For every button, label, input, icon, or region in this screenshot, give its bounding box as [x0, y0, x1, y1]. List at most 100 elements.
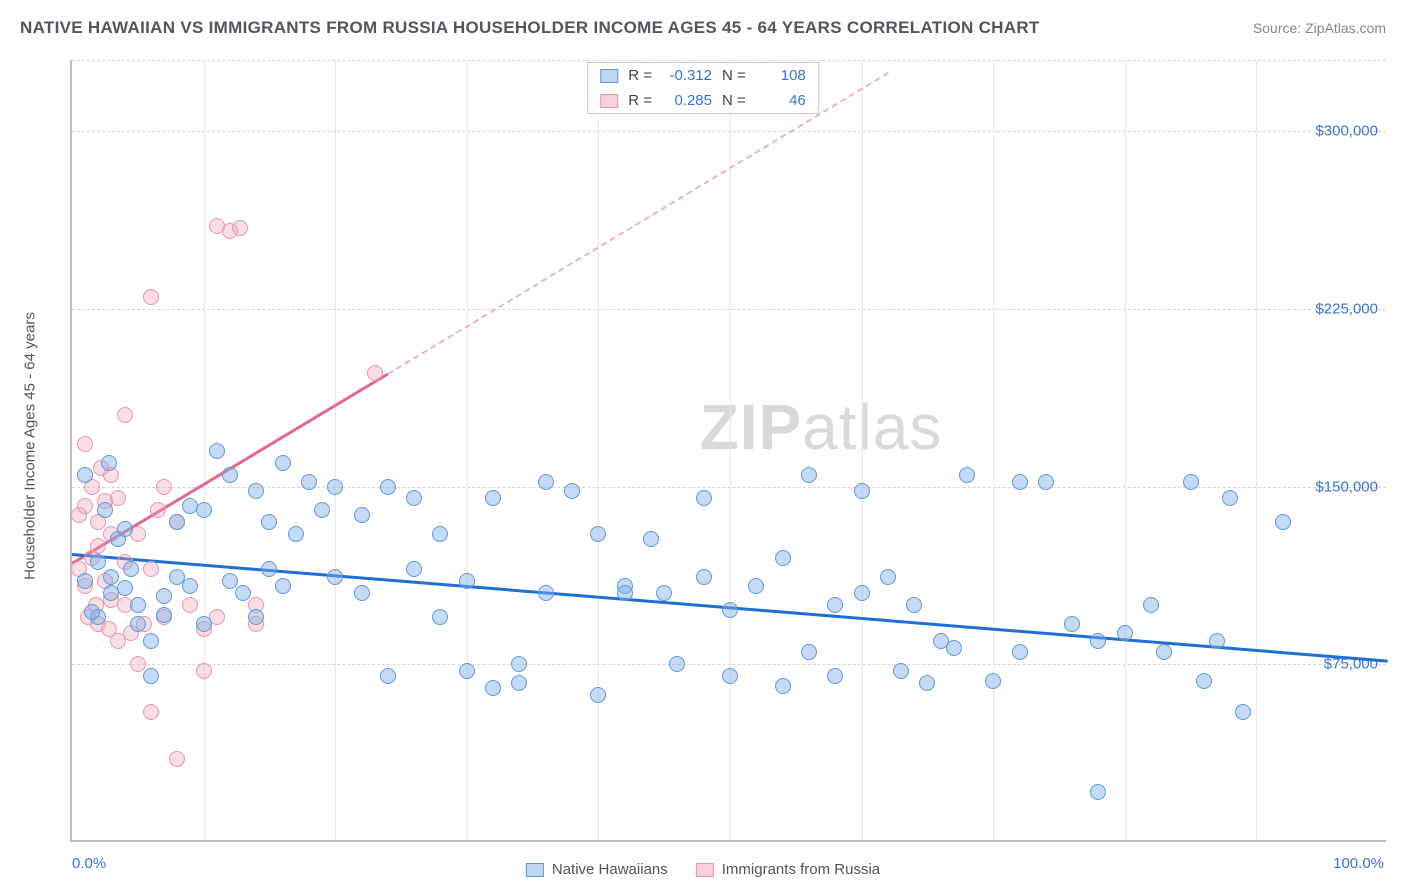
data-point [367, 365, 383, 381]
gridline-v [335, 60, 336, 840]
y-axis-title: Householder Income Ages 45 - 64 years [22, 312, 39, 580]
gridline-v [730, 60, 731, 840]
gridline-v [598, 60, 599, 840]
data-point [156, 588, 172, 604]
data-point [182, 578, 198, 594]
data-point [182, 597, 198, 613]
data-point [1064, 616, 1080, 632]
data-point [432, 609, 448, 625]
swatch-pink [696, 863, 714, 877]
data-point [143, 289, 159, 305]
data-point [617, 585, 633, 601]
data-point [196, 502, 212, 518]
data-point [511, 675, 527, 691]
r-value-blue: -0.312 [662, 67, 712, 84]
data-point [261, 514, 277, 530]
data-point [1275, 514, 1291, 530]
data-point [406, 561, 422, 577]
data-point [880, 569, 896, 585]
watermark: ZIPatlas [700, 390, 943, 464]
data-point [143, 704, 159, 720]
data-point [354, 585, 370, 601]
data-point [301, 474, 317, 490]
legend-item-blue: Native Hawaiians [526, 861, 668, 878]
data-point [748, 578, 764, 594]
data-point [130, 656, 146, 672]
data-point [90, 538, 106, 554]
data-point [801, 644, 817, 660]
data-point [1012, 474, 1028, 490]
data-point [1209, 633, 1225, 649]
data-point [827, 597, 843, 613]
gridline-h [72, 309, 1386, 310]
data-point [564, 483, 580, 499]
data-point [77, 573, 93, 589]
x-tick-min: 0.0% [72, 855, 106, 872]
data-point [985, 673, 1001, 689]
data-point [143, 561, 159, 577]
data-point [314, 502, 330, 518]
gridline-v [1125, 60, 1126, 840]
gridline-h [72, 60, 1386, 61]
data-point [893, 663, 909, 679]
n-label: N = [722, 67, 746, 84]
data-point [1183, 474, 1199, 490]
swatch-blue [600, 69, 618, 83]
data-point [288, 526, 304, 542]
y-tick-label: $225,000 [1315, 300, 1378, 317]
data-point [1235, 704, 1251, 720]
scatter-chart: ZIPatlas $75,000$150,000$225,000$300,000 [70, 60, 1386, 842]
header: NATIVE HAWAIIAN VS IMMIGRANTS FROM RUSSI… [20, 18, 1386, 38]
data-point [538, 585, 554, 601]
data-point [919, 675, 935, 691]
legend-label: Immigrants from Russia [722, 861, 880, 878]
data-point [248, 483, 264, 499]
data-point [590, 526, 606, 542]
data-point [669, 656, 685, 672]
data-point [775, 678, 791, 694]
data-point [103, 569, 119, 585]
data-point [1090, 784, 1106, 800]
data-point [1143, 597, 1159, 613]
data-point [327, 569, 343, 585]
data-point [590, 687, 606, 703]
data-point [222, 573, 238, 589]
stats-row-pink: R = 0.285 N = 46 [588, 88, 818, 113]
data-point [101, 455, 117, 471]
data-point [775, 550, 791, 566]
data-point [110, 490, 126, 506]
data-point [327, 479, 343, 495]
gridline-v [467, 60, 468, 840]
data-point [117, 580, 133, 596]
data-point [722, 602, 738, 618]
data-point [827, 668, 843, 684]
data-point [380, 479, 396, 495]
data-point [117, 407, 133, 423]
data-point [1090, 633, 1106, 649]
r-label: R = [628, 92, 652, 109]
data-point [696, 569, 712, 585]
data-point [946, 640, 962, 656]
data-point [643, 531, 659, 547]
data-point [801, 467, 817, 483]
data-point [209, 443, 225, 459]
data-point [1156, 644, 1172, 660]
data-point [143, 668, 159, 684]
gridline-v [204, 60, 205, 840]
data-point [538, 474, 554, 490]
stats-row-blue: R = -0.312 N = 108 [588, 63, 818, 88]
data-point [232, 220, 248, 236]
legend-label: Native Hawaiians [552, 861, 668, 878]
y-tick-label: $300,000 [1315, 123, 1378, 140]
data-point [380, 668, 396, 684]
data-point [459, 663, 475, 679]
data-point [169, 751, 185, 767]
data-point [511, 656, 527, 672]
bottom-legend: Native Hawaiians Immigrants from Russia [526, 861, 880, 878]
data-point [90, 554, 106, 570]
data-point [77, 498, 93, 514]
data-point [169, 514, 185, 530]
legend-item-pink: Immigrants from Russia [696, 861, 880, 878]
data-point [1012, 644, 1028, 660]
data-point [485, 680, 501, 696]
